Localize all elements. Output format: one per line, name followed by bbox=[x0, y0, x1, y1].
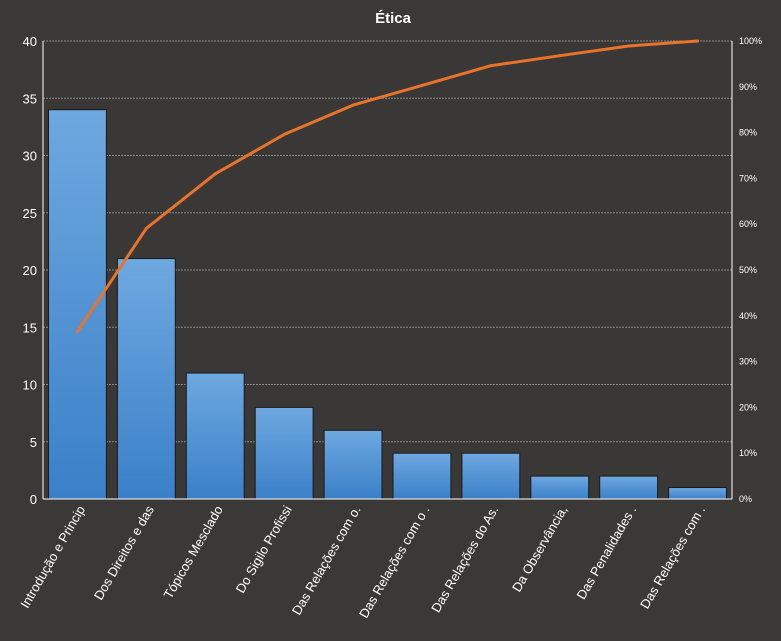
bar bbox=[185, 372, 245, 500]
axes bbox=[42, 41, 733, 500]
cumulative-line bbox=[76, 39, 700, 333]
bar bbox=[254, 406, 314, 500]
y-tick-label: 20 bbox=[23, 263, 37, 278]
y2-tick-label: 40% bbox=[739, 311, 757, 321]
y2-tick-label: 60% bbox=[739, 219, 757, 229]
bar bbox=[461, 452, 521, 500]
bar bbox=[668, 487, 727, 500]
line-point bbox=[489, 64, 493, 68]
line-point bbox=[144, 226, 148, 230]
chart-title: Ética bbox=[375, 10, 412, 27]
y-tick-label: 25 bbox=[23, 206, 37, 221]
y-tick-label: 30 bbox=[23, 149, 37, 164]
y2-tick-label: 10% bbox=[739, 448, 757, 458]
bar bbox=[599, 475, 659, 500]
y2-tick-label: 50% bbox=[739, 265, 757, 275]
bar bbox=[116, 258, 176, 500]
y2-tick-label: 70% bbox=[739, 173, 757, 183]
line-point bbox=[420, 83, 424, 87]
y-tick-label: 0 bbox=[30, 492, 37, 507]
bar bbox=[323, 429, 383, 500]
y2-tick-label: 20% bbox=[739, 402, 757, 412]
line-point bbox=[75, 329, 79, 333]
y2-tick-label: 30% bbox=[739, 357, 757, 367]
line-point bbox=[627, 44, 631, 48]
bar bbox=[530, 475, 590, 500]
y-tick-label: 10 bbox=[23, 378, 37, 393]
line-point bbox=[558, 54, 562, 58]
y2-tick-label: 80% bbox=[739, 128, 757, 138]
line-point bbox=[351, 103, 355, 107]
cumulative-line-series bbox=[75, 39, 700, 333]
y-tick-label: 35 bbox=[23, 91, 37, 106]
line-point bbox=[213, 172, 217, 176]
y-tick-label: 15 bbox=[23, 320, 37, 335]
y-tick-label: 5 bbox=[30, 435, 37, 450]
y2-tick-label: 100% bbox=[739, 36, 762, 46]
line-point bbox=[696, 39, 700, 43]
y2-tick-label: 0% bbox=[739, 494, 752, 504]
y-tick-label: 40 bbox=[23, 34, 37, 49]
y2-tick-label: 90% bbox=[739, 82, 757, 92]
line-point bbox=[282, 132, 286, 136]
bar bbox=[48, 109, 107, 500]
bar bbox=[392, 452, 452, 500]
